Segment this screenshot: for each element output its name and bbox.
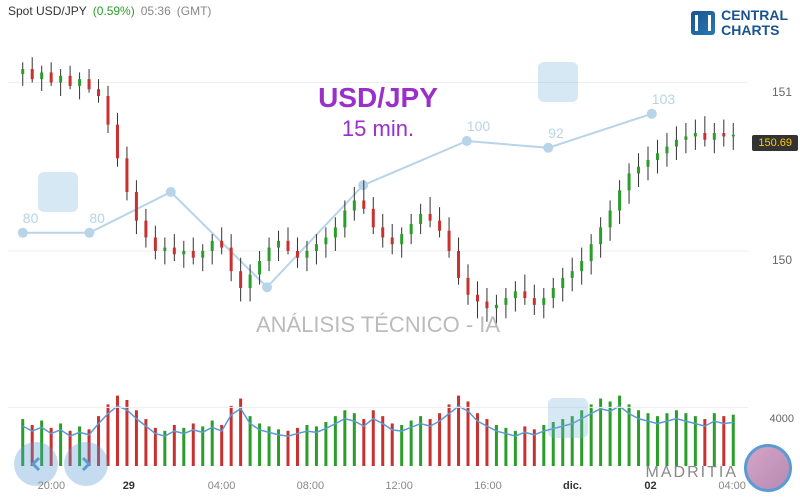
- time-x-axis: 20:002904:0008:0012:0016:00dic.0204:00: [8, 480, 748, 496]
- timeframe-label: 15 min.: [318, 116, 438, 142]
- bg-decor-icon: [548, 398, 588, 438]
- price-y-axis: 150151 150.69: [750, 30, 800, 370]
- svg-text:92: 92: [548, 125, 564, 141]
- bg-decor-icon: [538, 62, 578, 102]
- instrument-label: Spot USD/JPY: [8, 4, 87, 18]
- author-label: MADRITIA: [646, 464, 738, 482]
- pair-label: USD/JPY: [318, 82, 438, 114]
- current-price-label: 150.69: [752, 135, 798, 151]
- watermark-text: ANÁLISIS TÉCNICO - IA: [256, 312, 500, 338]
- volume-chart[interactable]: 4000: [8, 378, 748, 466]
- chart-title: USD/JPY 15 min.: [318, 82, 438, 142]
- bg-decor-icon: [38, 172, 78, 212]
- timezone: (GMT): [177, 4, 212, 18]
- change-pct: (0.59%): [93, 4, 135, 18]
- svg-text:80: 80: [23, 210, 39, 226]
- timestamp: 05:36: [141, 4, 171, 18]
- svg-text:100: 100: [467, 118, 491, 134]
- price-chart[interactable]: 80 80 100 92 103 USD/JPY 15 min. ANÁLISIS TÉ…: [8, 22, 748, 362]
- author-avatar[interactable]: [744, 444, 792, 492]
- svg-text:80: 80: [89, 210, 105, 226]
- chart-header: Spot USD/JPY (0.59%) 05:36 (GMT): [0, 0, 800, 22]
- volume-ytick: 4000: [770, 413, 794, 425]
- svg-text:103: 103: [652, 91, 676, 107]
